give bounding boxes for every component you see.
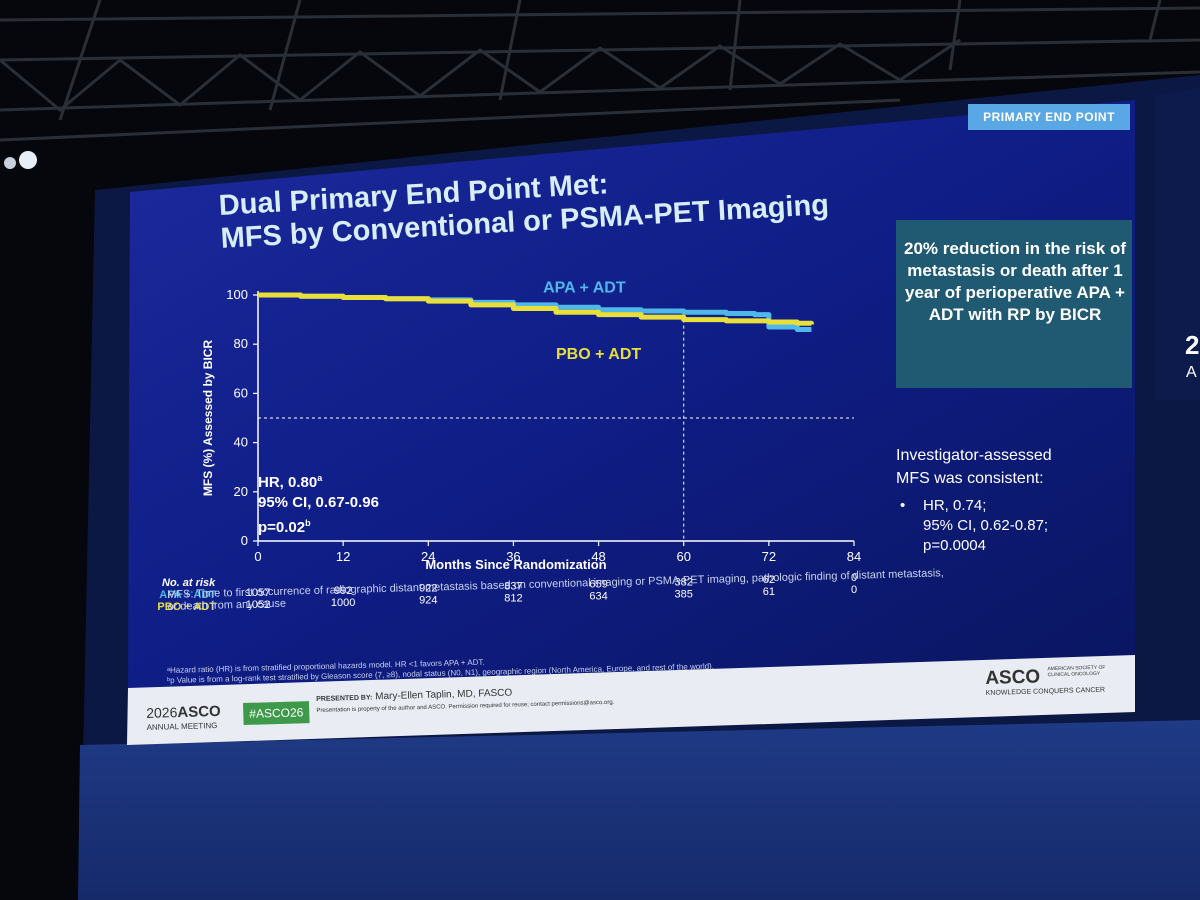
risk-value: 0 bbox=[851, 572, 857, 584]
x-axis-label: Months Since Randomization bbox=[425, 557, 606, 572]
x-tick-label: 84 bbox=[847, 549, 861, 564]
y-tick-label: 20 bbox=[234, 484, 248, 499]
primary-end-point-badge: PRIMARY END POINT bbox=[968, 104, 1130, 130]
risk-value: 837 bbox=[504, 581, 522, 593]
asco-logo-block: ASCO AMERICAN SOCIETY OF CLINICAL ONCOLO… bbox=[985, 665, 1106, 697]
x-tick-label: 24 bbox=[421, 549, 435, 564]
investigator-ci: 95% CI, 0.62-0.87; bbox=[923, 517, 1049, 534]
risk-value: 385 bbox=[675, 588, 693, 600]
risk-value: 382 bbox=[675, 576, 693, 588]
risk-value: 62 bbox=[763, 574, 775, 586]
hr-footnote-marker: a bbox=[317, 473, 323, 483]
risk-row-label-apa-adt: APA + ADT bbox=[159, 589, 216, 601]
x-tick-label: 60 bbox=[676, 549, 690, 564]
callout-box bbox=[896, 220, 1132, 388]
risk-table-title: No. at risk bbox=[162, 577, 216, 589]
series-label-pbo-adt: PBO + ADT bbox=[556, 346, 641, 363]
km-series-pbo-adt bbox=[258, 292, 814, 326]
hashtag-badge: #ASCO26 bbox=[243, 701, 310, 725]
side-screen-text1: 2 bbox=[1185, 330, 1200, 360]
bullet-glyph: • bbox=[900, 497, 906, 514]
meeting-year: 2026 bbox=[146, 704, 178, 721]
x-tick-label: 12 bbox=[336, 549, 350, 564]
risk-value: 992 bbox=[334, 585, 352, 597]
investigator-assessed-block: Investigator-assessed MFS was consistent… bbox=[896, 444, 1052, 556]
y-tick-label: 60 bbox=[234, 385, 248, 400]
meeting-logo: 2026ASCO ANNUAL MEETING bbox=[146, 703, 221, 732]
y-axis-label: MFS (%) Assessed by BICR bbox=[201, 340, 215, 497]
risk-value: 1057 bbox=[246, 587, 270, 599]
risk-value: 634 bbox=[589, 590, 607, 602]
presented-by-label: PRESENTED BY: bbox=[316, 694, 373, 703]
investigator-heading2: MFS was consistent: bbox=[896, 470, 1044, 487]
y-tick-label: 100 bbox=[226, 287, 248, 302]
investigator-p: p=0.0004 bbox=[923, 537, 986, 554]
ceiling-truss bbox=[0, 0, 1200, 169]
stage-light bbox=[19, 151, 37, 169]
hr-value: HR, 0.80 bbox=[258, 474, 318, 491]
asco-logo: ASCO bbox=[985, 666, 1041, 689]
y-tick-label: 80 bbox=[234, 336, 248, 351]
risk-value: 1000 bbox=[331, 597, 355, 609]
hr-stats-block: HR, 0.80a 95% CI, 0.67-0.96 p=0.02b bbox=[258, 468, 379, 538]
y-tick-label: 40 bbox=[234, 435, 248, 450]
slide-footer-bar bbox=[127, 655, 1135, 745]
meeting-org: ASCO bbox=[177, 702, 221, 722]
side-screen-text2: A bbox=[1186, 364, 1197, 381]
p-footnote-marker: b bbox=[305, 518, 311, 528]
series-label-apa-adt: APA + ADT bbox=[543, 280, 626, 297]
y-tick-label: 0 bbox=[241, 533, 248, 548]
risk-value: 812 bbox=[504, 593, 522, 605]
x-tick-label: 36 bbox=[506, 549, 520, 564]
risk-row-label-pbo-adt: PBO + ADT bbox=[157, 601, 216, 613]
risk-value: 924 bbox=[419, 595, 437, 607]
investigator-hr: HR, 0.74; bbox=[923, 497, 987, 514]
risk-value: 61 bbox=[763, 586, 775, 598]
risk-value: 1052 bbox=[246, 599, 270, 611]
ci-value: 95% CI, 0.67-0.96 bbox=[258, 494, 379, 511]
asco-tagline2: CLINICAL ONCOLOGY bbox=[1047, 670, 1101, 679]
p-value: p=0.02 bbox=[258, 519, 306, 536]
side-screen bbox=[1155, 88, 1200, 400]
x-tick-label: 0 bbox=[254, 549, 261, 564]
callout-text: 20% reduction in the risk of metastasis … bbox=[904, 239, 1126, 324]
risk-value: 659 bbox=[589, 578, 607, 590]
risk-value: 0 bbox=[851, 584, 857, 596]
investigator-heading1: Investigator-assessed bbox=[896, 447, 1052, 464]
risk-value: 922 bbox=[419, 583, 437, 595]
x-tick-label: 72 bbox=[762, 549, 776, 564]
x-tick-label: 48 bbox=[591, 549, 605, 564]
km-series-apa-adt bbox=[258, 292, 812, 332]
